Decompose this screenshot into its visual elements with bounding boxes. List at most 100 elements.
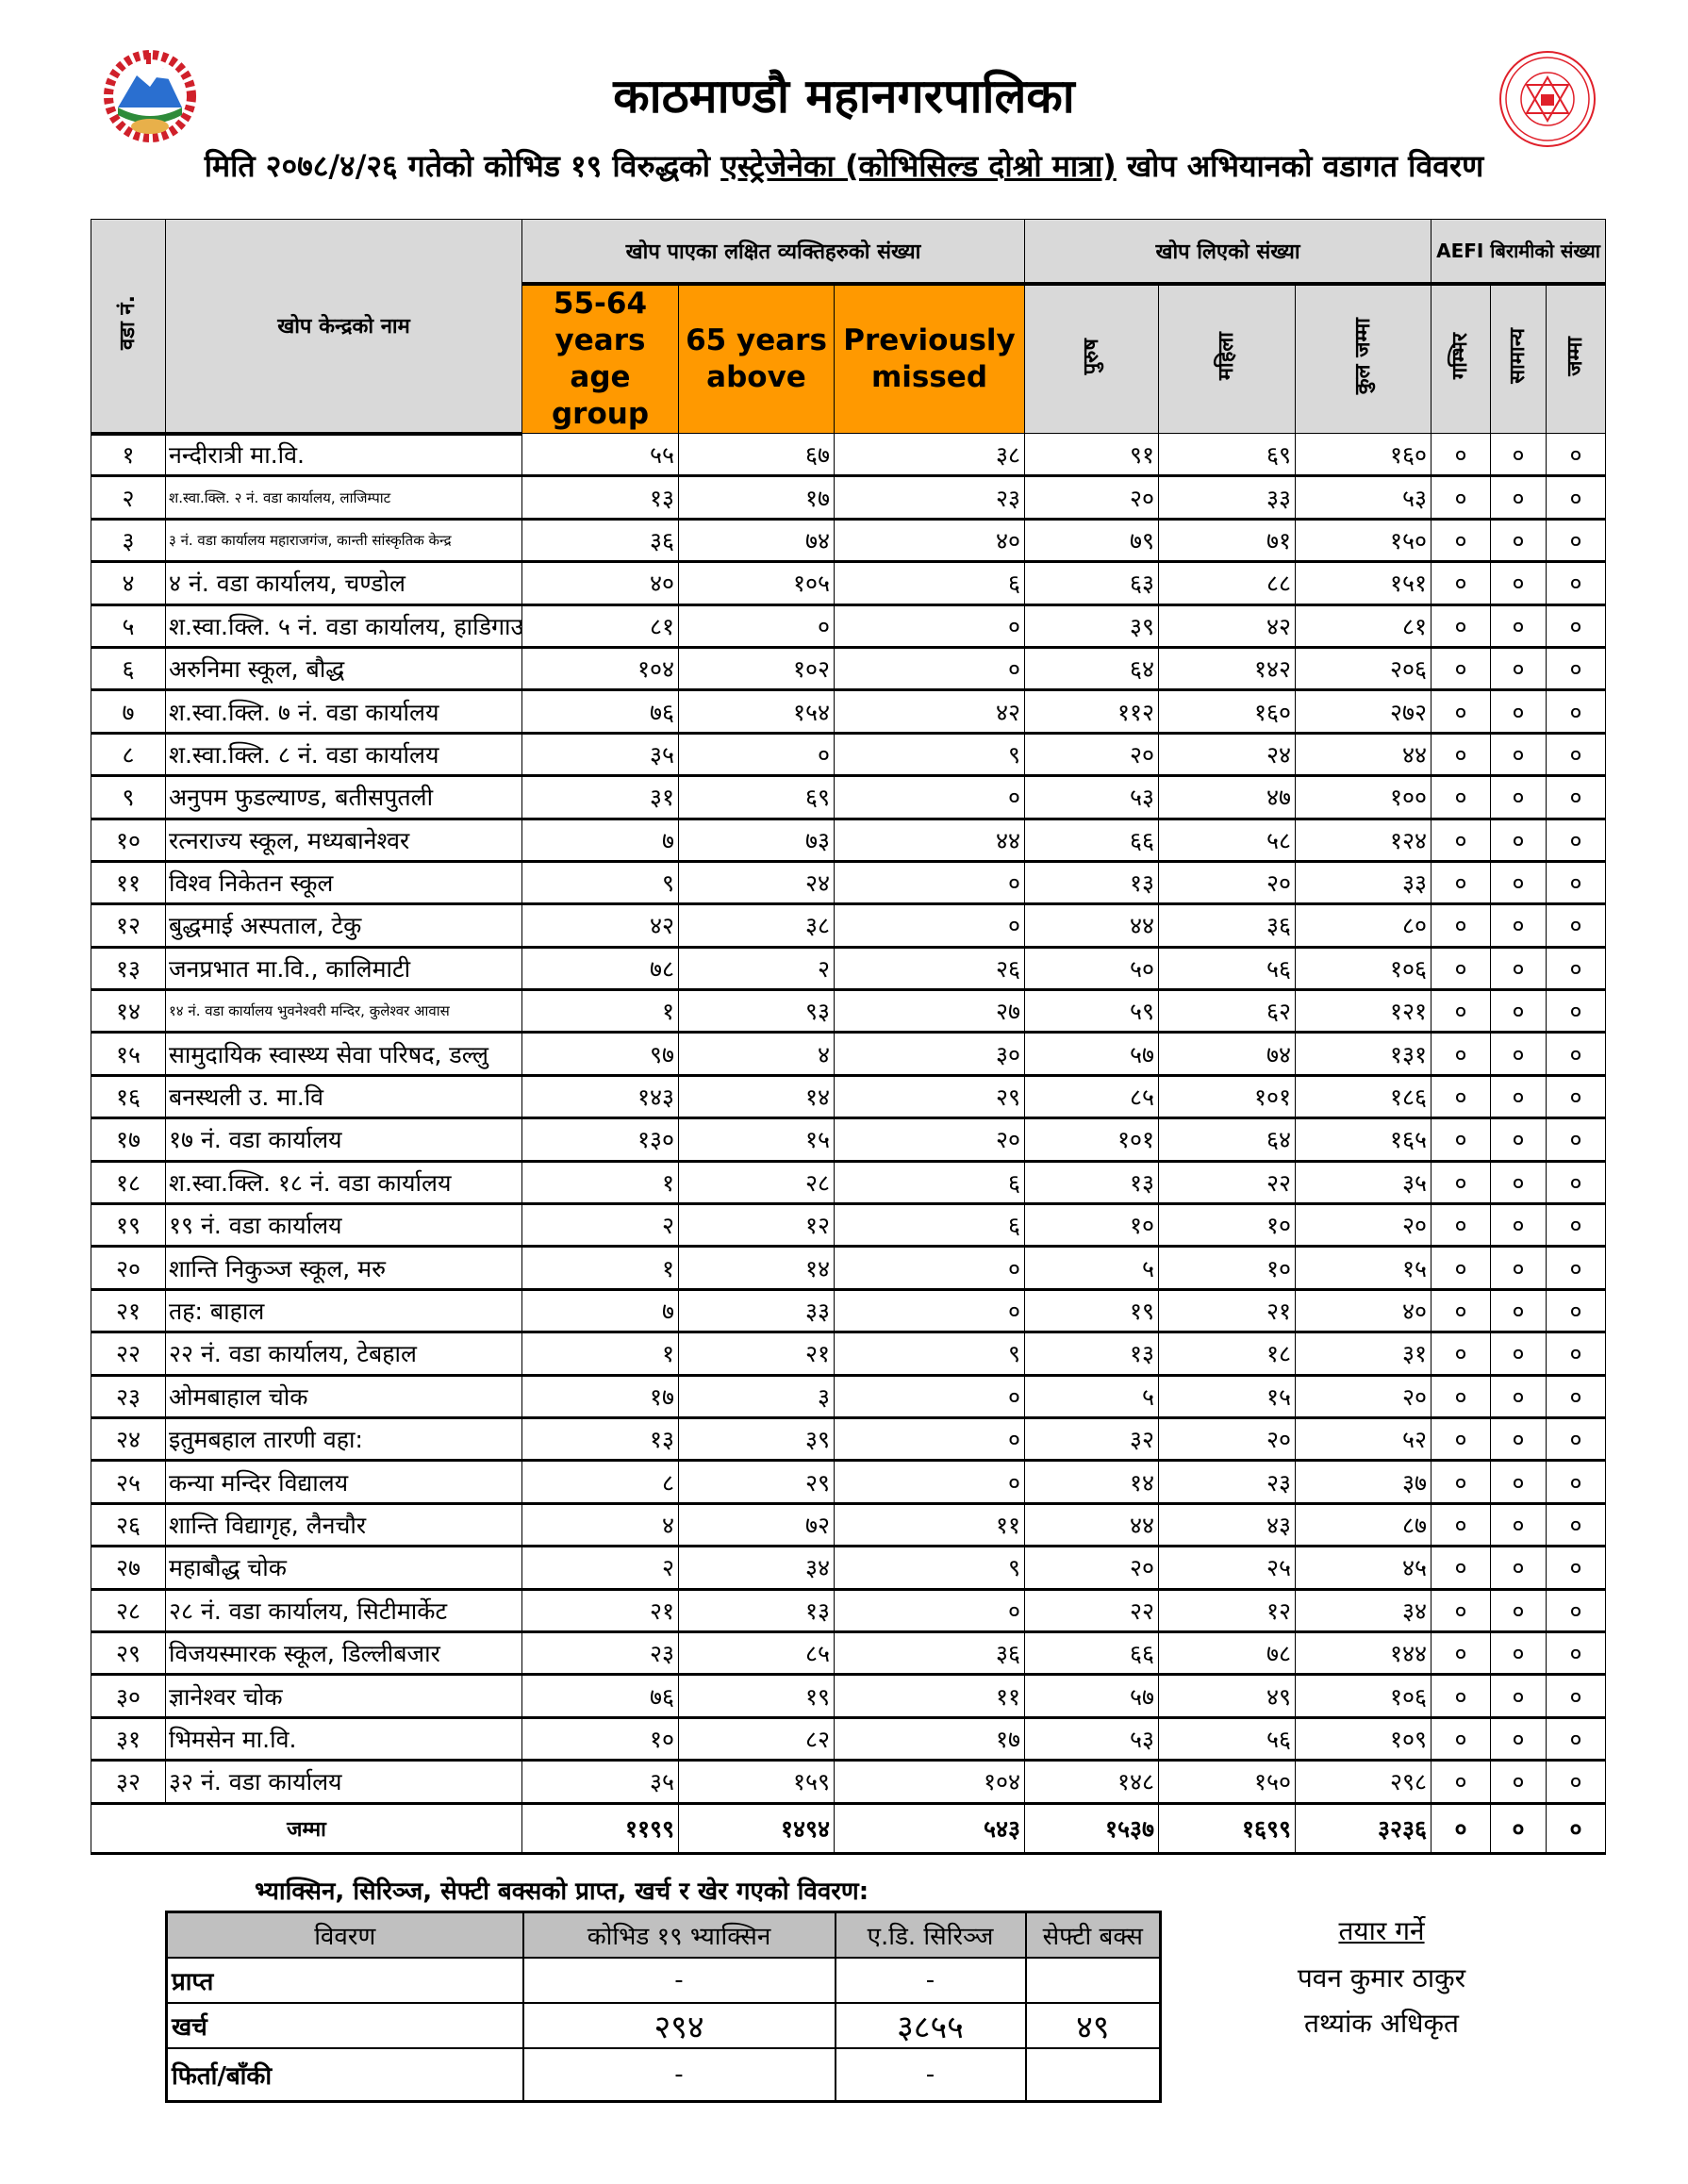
center-name: तह: बाहाल — [165, 1288, 522, 1334]
count-cell: १३० — [521, 1117, 679, 1163]
count-cell: ० — [1431, 1203, 1491, 1249]
count-cell: ३१ — [1295, 1332, 1431, 1377]
count-cell: ० — [1546, 1332, 1606, 1377]
count-cell: १५९ — [678, 1760, 835, 1805]
center-name: श.स्वा.क्लि. १८ नं. वडा कार्यालय — [165, 1160, 522, 1206]
count-cell: २८ — [678, 1160, 835, 1206]
center-name: बनस्थली उ. मा.वि — [165, 1074, 522, 1120]
center-name: शान्ति निकुञ्ज स्कूल, मरु — [165, 1246, 522, 1291]
center-name: श.स्वा.क्लि. २ नं. वडा कार्यालय, लाजिम्प… — [165, 475, 522, 521]
count-cell: १ — [521, 989, 679, 1034]
center-name: २२ नं. वडा कार्यालय, टेबहाल — [165, 1332, 522, 1377]
supplies-row: फिर्ता/बाँकी - - — [165, 2047, 1162, 2103]
count-cell: ५६ — [1158, 1716, 1296, 1762]
count-cell: १० — [1158, 1203, 1296, 1249]
count-cell: ५३ — [1295, 475, 1431, 521]
count-cell: ४ — [521, 1502, 679, 1548]
count-cell: ० — [834, 1288, 1025, 1334]
count-cell: ० — [1490, 775, 1547, 820]
count-cell: ८ — [521, 1460, 679, 1505]
ward-number: १ — [91, 432, 166, 478]
table-row: ११ विश्व निकेतन स्कूल ९ २४ ० १३ २० ३३ ० ० ० — [91, 860, 1606, 906]
count-cell: ० — [1546, 1416, 1606, 1463]
count-cell: ० — [1490, 946, 1547, 992]
count-cell: ० — [1431, 775, 1491, 820]
ward-number: २३ — [91, 1374, 166, 1419]
ward-number: ९ — [91, 775, 166, 820]
count-cell: १०१ — [1024, 1117, 1159, 1163]
table-row: २३ ओमबाहाल चोक १७ ३ ० ५ १५ २० ० ० ० — [91, 1374, 1606, 1419]
count-cell: ० — [1490, 989, 1547, 1034]
center-name: इतुमबहाल तारणी वहा: — [165, 1416, 522, 1463]
count-cell: २० — [1158, 1416, 1296, 1463]
count-cell: ० — [1546, 475, 1606, 521]
count-cell: ११ — [834, 1502, 1025, 1548]
count-cell: ० — [1431, 1630, 1491, 1677]
supplies-value: - — [834, 2047, 1027, 2103]
count-cell: ७६ — [521, 1674, 679, 1719]
count-cell: ६२ — [1158, 989, 1296, 1034]
count-cell: २६ — [834, 946, 1025, 992]
count-cell: २३ — [834, 475, 1025, 521]
count-cell: ० — [1431, 561, 1491, 606]
table-row: २७ महाबौद्ध चोक २ ३४ ९ २० २५ ४५ ० ० ० — [91, 1546, 1606, 1591]
count-cell: ० — [1490, 1674, 1547, 1719]
count-cell: ० — [1546, 1760, 1606, 1805]
center-name: १९ नं. वडा कार्यालय — [165, 1203, 522, 1249]
count-cell: २० — [1024, 475, 1159, 521]
count-cell: १५ — [1158, 1374, 1296, 1419]
supplies-row-label: फिर्ता/बाँकी — [165, 2047, 524, 2103]
count-cell: ४० — [834, 518, 1025, 564]
count-cell: ० — [1490, 689, 1547, 735]
ward-number: २८ — [91, 1588, 166, 1633]
ward-vaccination-table: वडा नं. खोप केन्द्रको नाम खोप पाएका लक्ष… — [91, 219, 1606, 1855]
count-cell: ० — [1431, 1588, 1491, 1633]
ward-number: ७ — [91, 689, 166, 735]
ward-number: २५ — [91, 1460, 166, 1505]
count-cell: ० — [1546, 1630, 1606, 1677]
center-name: ३ नं. वडा कार्यालय महाराजगंज, कान्ती सां… — [165, 518, 522, 564]
count-cell: ८१ — [521, 604, 679, 649]
preparer-designation: तथ्यांक अधिकृत — [1304, 2008, 1459, 2039]
count-cell: ८८ — [1158, 561, 1296, 606]
count-cell: ५६ — [1158, 946, 1296, 992]
count-cell: १४८ — [1024, 1760, 1159, 1805]
count-cell: ६ — [834, 561, 1025, 606]
center-name: भिमसेन मा.वि. — [165, 1716, 522, 1762]
ward-number: १९ — [91, 1203, 166, 1249]
count-cell: ० — [1431, 1502, 1491, 1548]
total-value: १६९९ — [1158, 1802, 1296, 1855]
count-cell: ० — [834, 1374, 1025, 1419]
count-cell: ० — [1546, 689, 1606, 735]
total-value: १५३७ — [1024, 1802, 1159, 1855]
count-cell: ० — [834, 646, 1025, 692]
center-name: श.स्वा.क्लि. ८ नं. वडा कार्यालय — [165, 732, 522, 778]
total-label: जम्मा — [91, 1802, 522, 1855]
page-title: काठमाण्डौ महानगरपालिका — [613, 69, 1075, 124]
count-cell: ३८ — [834, 432, 1025, 478]
count-cell: ० — [1490, 860, 1547, 906]
count-cell: ० — [1431, 475, 1491, 521]
count-cell: ० — [1490, 903, 1547, 949]
table-row: २६ शान्ति विद्यागृह, लैनचौर ४ ७२ ११ ४४ ४३ ८७ ० ० ० — [91, 1502, 1606, 1548]
count-cell: १३ — [678, 1588, 835, 1633]
count-cell: १५ — [1295, 1246, 1431, 1291]
count-cell: ४४ — [834, 818, 1025, 863]
count-cell: ४४ — [1295, 732, 1431, 778]
count-cell: ० — [1431, 689, 1491, 735]
count-cell: ० — [1546, 1588, 1606, 1633]
count-cell: १८ — [1158, 1332, 1296, 1377]
supplies-row-label: प्राप्त — [165, 1957, 524, 2004]
count-cell: २३ — [521, 1630, 679, 1677]
count-cell: १०१ — [1158, 1074, 1296, 1120]
center-name: विजयस्मारक स्कूल, डिल्लीबजार — [165, 1630, 522, 1677]
count-cell: १५४ — [678, 689, 835, 735]
count-cell: २० — [834, 1117, 1025, 1163]
count-cell: ४५ — [1295, 1546, 1431, 1591]
count-cell: ० — [1490, 1246, 1547, 1291]
table-row: १८ श.स्वा.क्लि. १८ नं. वडा कार्यालय १ २८ ६ १३… — [91, 1160, 1606, 1206]
subtitle-vaccine: एस्ट्रेजेनेका (कोभिसिल्ड दोश्रो मात्रा) — [720, 148, 1117, 184]
count-cell: ५५ — [521, 432, 679, 478]
